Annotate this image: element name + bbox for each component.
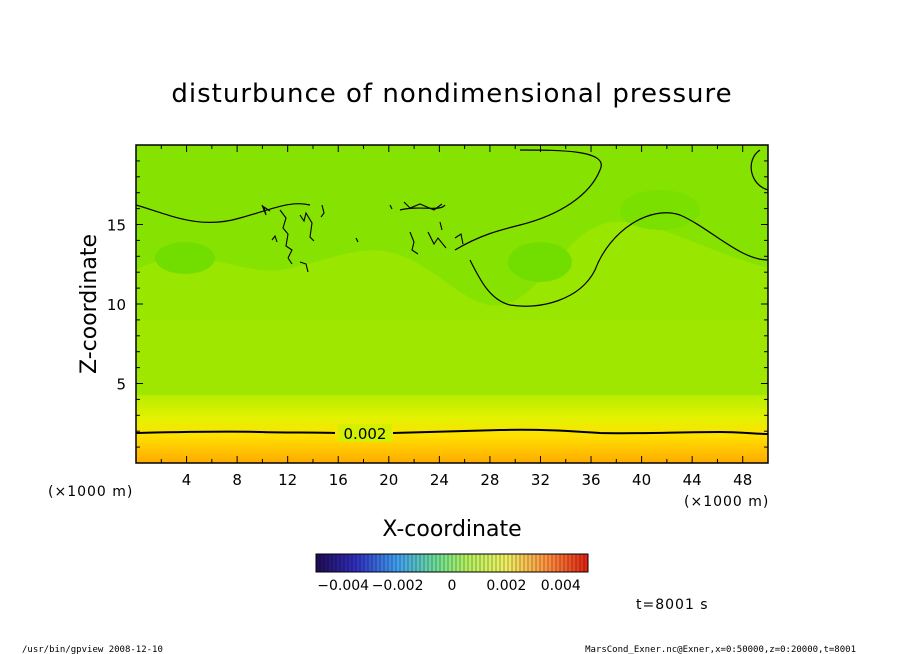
y-tick-label: 10 [107, 296, 126, 314]
x-axis: 4 8 12 16 20 24 28 32 36 40 44 48 [135, 145, 769, 489]
footer-left: /usr/bin/gpview 2008-12-10 [22, 645, 163, 654]
x-tick-label: 4 [182, 471, 192, 489]
contour-label-bg [338, 424, 392, 442]
field-patch [155, 242, 215, 274]
time-label: t=8001 s [636, 597, 709, 613]
x-tick-label: 36 [581, 471, 600, 489]
x-tick-label: 44 [683, 471, 702, 489]
x-tick-label: 16 [329, 471, 348, 489]
x-tick-label: 24 [430, 471, 449, 489]
colorbar-tick-label: 0 [448, 578, 457, 594]
field-bottom-band [136, 395, 768, 463]
colorbar-stripes [319, 554, 585, 572]
colorbar-tick-label: 0.002 [486, 578, 526, 594]
x-axis-label: X-coordinate [382, 517, 521, 542]
y-axis: 5 10 15 [107, 160, 768, 448]
y-tick-label: 15 [107, 217, 126, 235]
y-unit-label: (×1000 m) [48, 484, 133, 500]
field-upper-band [136, 145, 768, 306]
field-mid-band [136, 320, 768, 400]
colorbar-tick-label: 0.004 [541, 578, 581, 594]
field-patch [620, 190, 700, 230]
x-unit-label: (×1000 m) [684, 494, 769, 510]
y-axis-label: Z-coordinate [77, 234, 102, 374]
y-tick-label: 5 [116, 376, 126, 394]
x-tick-label: 8 [232, 471, 242, 489]
field-patch [508, 242, 572, 282]
colorbar-labels: −0.004 −0.002 0 0.002 0.004 [317, 578, 581, 594]
contour-line-0.002 [136, 428, 768, 435]
heatmap-field [136, 145, 768, 463]
contour-line-upper [136, 149, 768, 307]
contour-label: 0.002 [344, 425, 387, 443]
contour-line-noise [261, 201, 464, 273]
colorbar-tick-label: −0.002 [372, 578, 424, 594]
colorbar-tick-label: −0.004 [317, 578, 369, 594]
x-tick-label: 40 [632, 471, 651, 489]
x-tick-label: 12 [278, 471, 297, 489]
chart-title: disturbunce of nondimensional pressure [171, 79, 732, 109]
x-tick-label: 28 [480, 471, 499, 489]
x-tick-label: 32 [531, 471, 550, 489]
x-tick-label: 20 [379, 471, 398, 489]
x-tick-label: 48 [733, 471, 752, 489]
footer-right: MarsCond_Exner.nc@Exner,x=0:50000,z=0:20… [585, 645, 856, 654]
